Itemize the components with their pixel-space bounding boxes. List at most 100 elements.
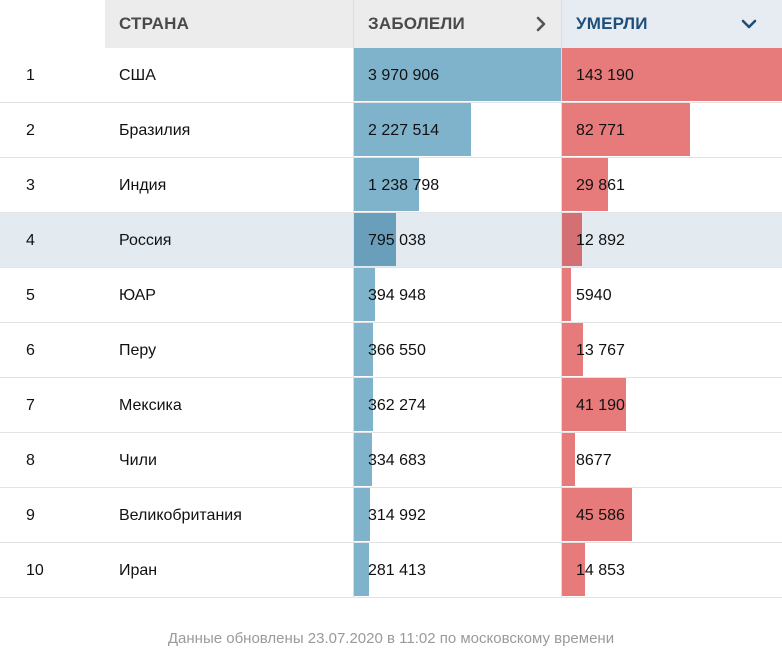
rank-cell: 1 (0, 48, 105, 102)
rank-cell: 9 (0, 488, 105, 542)
cases-value: 1 238 798 (368, 177, 440, 194)
cases-value: 394 948 (368, 287, 426, 304)
table-row[interactable]: 4 Россия 795 038 12 892 (0, 213, 782, 268)
table-row[interactable]: 2 Бразилия 2 227 514 82 771 (0, 103, 782, 158)
country-name: Индия (119, 177, 167, 194)
cases-value: 334 683 (368, 452, 426, 469)
cases-bar (354, 543, 369, 596)
header-country-label: СТРАНА (119, 14, 190, 33)
deaths-bar (562, 268, 571, 321)
country-cell: ЮАР (105, 268, 353, 322)
sort-by-deaths-button[interactable]: УМЕРЛИ (561, 0, 782, 48)
deaths-cell: 14 853 (561, 543, 782, 597)
cases-bar (354, 103, 471, 156)
cases-value: 314 992 (368, 507, 426, 524)
deaths-bar (562, 378, 626, 431)
rank-cell: 3 (0, 158, 105, 212)
deaths-value: 29 861 (576, 177, 625, 194)
deaths-bar (562, 103, 690, 156)
rank-value: 1 (26, 67, 35, 84)
deaths-cell: 82 771 (561, 103, 782, 157)
country-cell: Индия (105, 158, 353, 212)
deaths-value: 8677 (576, 452, 612, 469)
cases-bar (354, 488, 370, 541)
deaths-cell: 12 892 (561, 213, 782, 267)
cases-cell: 3 970 906 (353, 48, 562, 102)
cases-value: 366 550 (368, 342, 426, 359)
cases-cell: 795 038 (353, 213, 561, 267)
cases-bar (354, 48, 562, 101)
cases-bar (354, 158, 419, 211)
rank-value: 7 (26, 397, 35, 414)
covid-stats-table: СТРАНА ЗАБОЛЕЛИ УМЕРЛИ 1 США 3 970 906 143 … (0, 0, 782, 598)
table-row[interactable]: 7 Мексика 362 274 41 190 (0, 378, 782, 433)
cases-cell: 366 550 (353, 323, 561, 377)
table-row[interactable]: 10 Иран 281 413 14 853 (0, 543, 782, 598)
rank-cell: 4 (0, 213, 105, 267)
country-name: ЮАР (119, 287, 156, 304)
table-body: 1 США 3 970 906 143 190 2 Бразилия 2 227 514 82… (0, 48, 782, 598)
deaths-bar (562, 323, 583, 376)
deaths-bar (562, 213, 582, 266)
deaths-value: 13 767 (576, 342, 625, 359)
deaths-cell: 13 767 (561, 323, 782, 377)
cases-value: 362 274 (368, 397, 426, 414)
chevron-down-icon (741, 19, 757, 29)
country-name: Мексика (119, 397, 182, 414)
update-note: Данные обновлены 23.07.2020 в 11:02 по м… (167, 630, 615, 647)
rank-value: 8 (26, 452, 35, 469)
chevron-right-icon (536, 16, 546, 32)
rank-cell: 2 (0, 103, 105, 157)
header-cases-label: ЗАБОЛЕЛИ (368, 14, 465, 33)
rank-cell: 10 (0, 543, 105, 597)
rank-value: 2 (26, 122, 35, 139)
cases-bar (354, 323, 373, 376)
country-cell: Бразилия (105, 103, 353, 157)
deaths-bar (562, 48, 782, 101)
country-cell: Великобритания (105, 488, 353, 542)
country-name: Перу (119, 342, 157, 359)
country-name: Бразилия (119, 122, 191, 139)
cases-cell: 1 238 798 (353, 158, 561, 212)
rank-cell: 6 (0, 323, 105, 377)
cases-value: 2 227 514 (368, 122, 440, 139)
table-header: СТРАНА ЗАБОЛЕЛИ УМЕРЛИ (0, 0, 782, 48)
rank-value: 6 (26, 342, 35, 359)
cases-cell: 394 948 (353, 268, 561, 322)
deaths-value: 82 771 (576, 122, 625, 139)
deaths-bar (562, 543, 585, 596)
country-cell: США (105, 48, 353, 102)
deaths-value: 12 892 (576, 232, 625, 249)
rank-cell: 5 (0, 268, 105, 322)
country-cell: Перу (105, 323, 353, 377)
deaths-bar (562, 488, 632, 541)
country-name: Великобритания (119, 507, 242, 524)
country-name: Чили (119, 452, 157, 469)
country-name: США (119, 67, 156, 84)
rank-cell: 8 (0, 433, 105, 487)
deaths-cell: 41 190 (561, 378, 782, 432)
deaths-cell: 29 861 (561, 158, 782, 212)
cases-cell: 2 227 514 (353, 103, 561, 157)
header-deaths-label: УМЕРЛИ (576, 14, 648, 33)
cases-bar (354, 213, 396, 266)
table-row[interactable]: 3 Индия 1 238 798 29 861 (0, 158, 782, 213)
country-name: Россия (119, 232, 172, 249)
header-rank-cell (0, 0, 105, 48)
table-row[interactable]: 6 Перу 366 550 13 767 (0, 323, 782, 378)
deaths-value: 14 853 (576, 562, 625, 579)
table-row[interactable]: 8 Чили 334 683 8677 (0, 433, 782, 488)
deaths-cell: 45 586 (561, 488, 782, 542)
cases-value: 281 413 (368, 562, 426, 579)
rank-value: 9 (26, 507, 35, 524)
rank-value: 10 (26, 562, 44, 579)
table-row[interactable]: 1 США 3 970 906 143 190 (0, 48, 782, 103)
deaths-bar (562, 433, 575, 486)
sort-by-cases-button[interactable]: ЗАБОЛЕЛИ (353, 0, 561, 48)
deaths-value: 5940 (576, 287, 612, 304)
header-country[interactable]: СТРАНА (105, 0, 353, 48)
table-row[interactable]: 9 Великобритания 314 992 45 586 (0, 488, 782, 543)
table-row[interactable]: 5 ЮАР 394 948 5940 (0, 268, 782, 323)
deaths-bar (562, 158, 608, 211)
deaths-cell: 5940 (561, 268, 782, 322)
